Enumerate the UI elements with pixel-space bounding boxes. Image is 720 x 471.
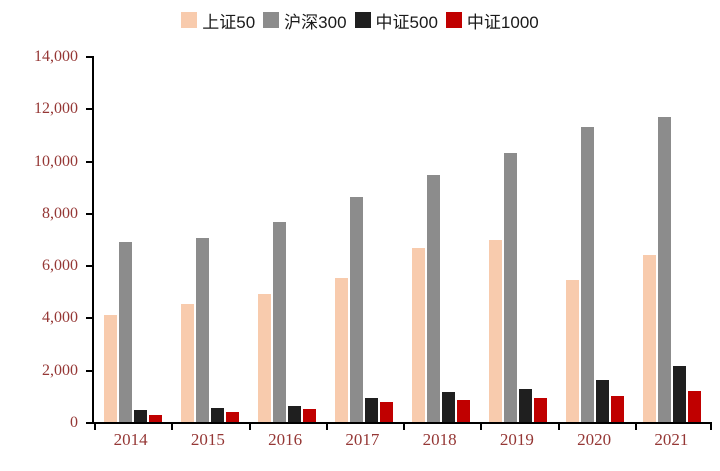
x-axis-tick: [634, 422, 637, 430]
bar: [287, 405, 301, 422]
y-axis-tick: [86, 108, 94, 111]
legend-swatch-zz1000: [445, 12, 462, 28]
bar: [302, 409, 316, 422]
bar-group-2019: [479, 56, 556, 422]
bar-group-2015: [171, 56, 248, 422]
bar: [180, 304, 194, 422]
x-axis-tick-label: 2014: [113, 430, 148, 449]
bar: [210, 407, 224, 422]
y-axis-tick: [86, 422, 94, 424]
bar: [533, 398, 547, 422]
x-axis-tick: [480, 422, 483, 430]
legend-label-zz1000: 中证1000: [466, 12, 539, 32]
bar: [225, 412, 239, 422]
bar: [118, 241, 132, 422]
plot-area: 0 2,000 4,000 6,000 8,000 10,000 12,000 14,000: [34, 48, 712, 431]
x-axis-tick: [171, 422, 174, 430]
bar: [364, 398, 378, 422]
bar: [488, 240, 502, 422]
legend-label-hs300: 沪深300: [284, 12, 347, 32]
x-axis-tick-label: 2018: [422, 430, 457, 449]
legend-swatch-hs300: [263, 12, 280, 28]
legend-item: 中证500: [354, 8, 438, 33]
bar: [272, 222, 286, 422]
x-axis-tick-label: 2020: [577, 430, 612, 449]
bar-group-2018: [402, 56, 479, 422]
x-axis-tick: [403, 422, 405, 430]
y-axis-tick-label: 8,000: [42, 204, 78, 222]
x-axis-tick-label: 2021: [654, 430, 689, 449]
legend-swatch-zz500: [354, 12, 371, 28]
bar: [334, 278, 348, 422]
bar-group-2014: [94, 56, 171, 422]
bar: [642, 254, 656, 422]
bar: [411, 248, 425, 422]
x-axis-tick-label: 2017: [345, 430, 380, 449]
bar-group-2021: [633, 56, 710, 422]
x-axis-tick-label: 2019: [499, 430, 534, 449]
x-axis-labels: 2014 2015 2016 2017 2018 2019 2020 2021: [92, 430, 710, 450]
y-axis-tick-label: 4,000: [42, 309, 78, 327]
x-axis-tick-label: 2016: [268, 430, 303, 449]
bar: [195, 237, 209, 422]
bar-groups: [94, 56, 710, 422]
y-axis-tick-label: 12,000: [34, 100, 78, 118]
y-axis-tick-label: 6,000: [42, 257, 78, 275]
legend-label-zz500: 中证500: [375, 12, 438, 32]
bar-group-2020: [556, 56, 633, 422]
bar: [441, 391, 455, 422]
bar: [103, 314, 117, 422]
x-axis-tick: [248, 422, 251, 430]
legend-item: 沪深300: [263, 8, 347, 33]
chart-legend: 上证50 沪深300 中证500 中证1000: [0, 8, 720, 32]
legend-label-sz50: 上证50: [202, 12, 256, 32]
bar: [148, 415, 162, 422]
bar-group-2017: [325, 56, 402, 422]
bar: [580, 126, 594, 422]
x-axis-tick: [557, 422, 560, 430]
y-axis-tick: [86, 160, 94, 163]
bar: [456, 399, 470, 422]
bar: [133, 410, 147, 422]
bar-group-2016: [248, 56, 325, 422]
y-axis-tick-label: 2,000: [42, 361, 78, 379]
bar: [595, 380, 609, 422]
y-axis-tick-label: 0: [70, 414, 78, 431]
y-axis-tick: [86, 369, 94, 372]
x-axis-tick: [94, 422, 96, 430]
x-axis-tick: [325, 422, 328, 430]
bar: [518, 389, 532, 422]
legend-swatch-sz50: [181, 12, 198, 28]
x-axis-tick-label: 2015: [190, 430, 225, 449]
y-axis-tick-label: 14,000: [34, 48, 78, 65]
legend-item: 上证50: [181, 8, 255, 33]
y-axis-tick: [86, 317, 94, 320]
y-axis-tick-label: 10,000: [34, 152, 78, 170]
y-axis-tick: [86, 212, 94, 215]
bar: [379, 402, 393, 422]
legend-item: 中证1000: [445, 8, 539, 33]
bar: [657, 117, 671, 422]
bar: [610, 395, 624, 422]
bar: [257, 293, 271, 422]
bar: [426, 174, 440, 422]
bar: [687, 390, 701, 422]
bar: [672, 365, 686, 422]
bar: [349, 197, 363, 422]
y-axis-tick: [86, 265, 94, 268]
y-axis-tick: [86, 56, 94, 58]
x-axis-tick: [710, 422, 712, 430]
bar: [565, 279, 579, 422]
bar: [503, 152, 517, 422]
